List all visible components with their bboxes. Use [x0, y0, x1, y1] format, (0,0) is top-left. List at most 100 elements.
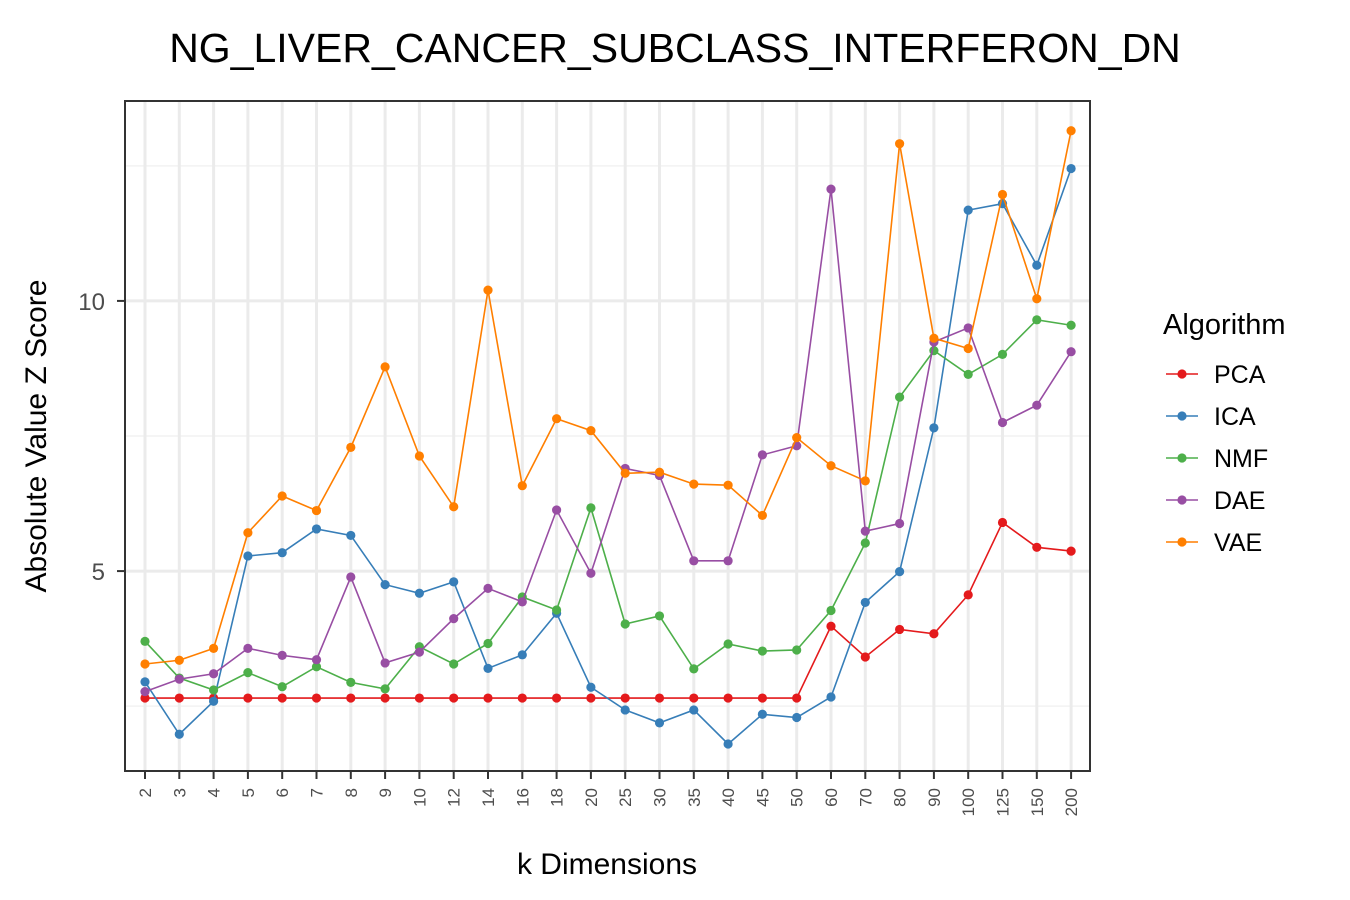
data-point	[620, 619, 630, 629]
legend-item-ica: ICA	[1166, 403, 1256, 431]
x-axis-ticks: 2 3 4 5 6 7 8 9 10 12 14 16 18 20 25 30 35 40 45 50 60 70 80 90…	[136, 771, 1081, 816]
data-point	[277, 693, 287, 703]
data-point	[757, 450, 768, 460]
data-point	[380, 693, 390, 703]
data-point	[517, 693, 527, 703]
x-tick-label: 16	[513, 788, 532, 807]
data-point	[895, 624, 905, 635]
data-point	[243, 643, 253, 653]
data-point	[209, 669, 219, 679]
data-point	[654, 718, 665, 728]
data-point	[380, 658, 390, 668]
data-point	[860, 526, 870, 536]
grid-lines	[125, 101, 1090, 771]
data-point	[757, 510, 768, 521]
data-point	[997, 517, 1008, 528]
legend-label: ICA	[1214, 403, 1256, 431]
data-point	[792, 693, 802, 703]
x-tick-label: 60	[822, 788, 841, 807]
data-point	[552, 605, 562, 615]
data-point	[209, 696, 219, 706]
data-point	[654, 611, 665, 621]
data-point	[929, 333, 939, 343]
data-point	[895, 392, 905, 402]
data-point	[1066, 347, 1076, 357]
x-tick-label: 20	[582, 788, 601, 807]
x-tick-label: 10	[410, 788, 429, 807]
data-point	[277, 491, 287, 501]
data-point	[380, 684, 390, 694]
data-point	[723, 739, 733, 749]
data-point	[689, 705, 699, 715]
data-point	[346, 530, 356, 541]
data-point	[243, 528, 253, 538]
x-tick-label: 6	[273, 788, 292, 797]
data-point	[517, 597, 527, 607]
data-point	[860, 538, 870, 548]
data-point	[895, 518, 905, 529]
data-point	[757, 709, 768, 719]
data-point	[1066, 320, 1076, 330]
data-point	[586, 503, 596, 513]
series-vae	[140, 126, 1076, 669]
data-point	[792, 712, 802, 723]
x-tick-label: 8	[342, 788, 361, 797]
data-point	[483, 663, 493, 673]
data-point	[243, 693, 253, 703]
data-point	[1066, 546, 1076, 556]
data-point	[997, 349, 1008, 360]
data-point	[723, 693, 733, 703]
x-tick-label: 70	[856, 788, 875, 807]
data-point	[414, 693, 424, 703]
series-dae	[140, 184, 1076, 697]
x-tick-label: 40	[719, 788, 738, 807]
data-point	[483, 693, 493, 703]
data-point	[586, 682, 596, 692]
x-tick-label: 2	[136, 788, 155, 797]
x-axis-title: k Dimensions	[517, 848, 697, 881]
x-tick-label: 3	[170, 788, 189, 797]
data-point	[620, 693, 630, 703]
data-point	[860, 597, 870, 608]
data-point	[929, 423, 939, 433]
data-point	[929, 346, 939, 356]
x-tick-label: 80	[891, 788, 910, 807]
data-point	[997, 417, 1008, 428]
data-point	[895, 139, 905, 149]
data-point	[1032, 294, 1042, 304]
data-point	[449, 693, 459, 703]
data-point	[826, 461, 836, 471]
series-line	[144, 188, 1072, 693]
data-point	[826, 621, 836, 631]
data-point	[860, 476, 870, 486]
data-point	[860, 652, 870, 662]
data-point	[620, 468, 630, 478]
data-point	[449, 502, 459, 512]
series-ica	[140, 163, 1076, 749]
x-tick-label: 50	[788, 788, 807, 807]
data-point	[895, 567, 905, 577]
data-point	[586, 693, 596, 703]
data-point	[586, 425, 596, 436]
data-point	[380, 362, 390, 372]
data-point	[689, 693, 699, 703]
data-point	[449, 659, 459, 669]
x-tick-label: 18	[548, 788, 567, 807]
data-point	[552, 505, 562, 515]
data-point	[243, 551, 253, 561]
data-point	[483, 583, 493, 593]
x-tick-label: 100	[959, 788, 978, 816]
series-line	[144, 318, 1072, 691]
y-axis-title: Absolute Value Z Score	[20, 280, 53, 593]
data-point	[552, 414, 562, 424]
data-point	[723, 556, 733, 566]
x-tick-label: 9	[376, 788, 395, 797]
data-point	[723, 639, 733, 649]
x-tick-label: 30	[651, 788, 670, 807]
data-point	[311, 524, 322, 534]
data-point	[826, 184, 836, 194]
data-point	[654, 467, 665, 477]
legend-item-nmf: NMF	[1166, 445, 1268, 473]
x-tick-label: 14	[479, 788, 498, 807]
